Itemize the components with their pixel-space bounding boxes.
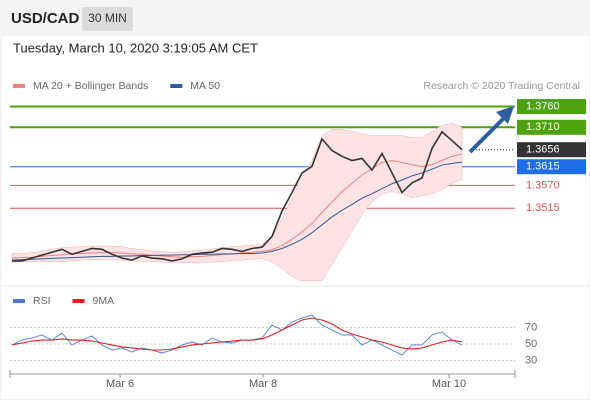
series-line (11, 314, 463, 356)
y-tick-label: 70 (525, 321, 537, 333)
forecast-arrow (468, 112, 510, 154)
source: Research © 2020 Trading Central (423, 80, 580, 92)
level-label-box (517, 119, 586, 135)
level-label-box (517, 99, 586, 115)
level-label: 1.3656 (526, 144, 560, 156)
level-label: 1.3570 (526, 179, 560, 191)
y-tick-label: 50 (525, 338, 537, 350)
level-label: 1.3710 (526, 121, 560, 133)
level-label: 1.3515 (526, 202, 560, 214)
series-line (12, 130, 463, 262)
y-tick-label: 30 (525, 354, 537, 366)
legend-swatch (13, 84, 25, 88)
legend-swatch (72, 299, 85, 303)
level-label: 1.3760 (526, 100, 560, 112)
level-label-box (517, 159, 586, 175)
timestamp: Tuesday, March 10, 2020 3:19:05 AM CET (13, 40, 258, 55)
legend-label: MA 20 + Bollinger Bands (33, 80, 148, 92)
legend-swatch (13, 299, 25, 303)
x-tick-label: Mar 8 (249, 378, 277, 390)
x-tick-label: Mar 10 (432, 378, 466, 390)
legend-swatch (170, 84, 183, 88)
level-label-box (517, 142, 586, 158)
series-line (11, 317, 463, 351)
level-label: 1.3615 (526, 161, 560, 173)
bollinger-band (11, 122, 463, 282)
timeframe-button[interactable] (82, 7, 133, 31)
x-tick-label: Mar 6 (106, 378, 134, 390)
symbol: USD/CAD (11, 10, 80, 27)
forecast-arrowhead (496, 106, 514, 124)
series-line (11, 161, 463, 261)
timeframe[interactable]: 30 MIN (88, 11, 127, 25)
legend-label: RSI (33, 295, 51, 307)
legend-label: MA 50 (190, 80, 220, 92)
legend-label: 9MA (93, 295, 115, 307)
